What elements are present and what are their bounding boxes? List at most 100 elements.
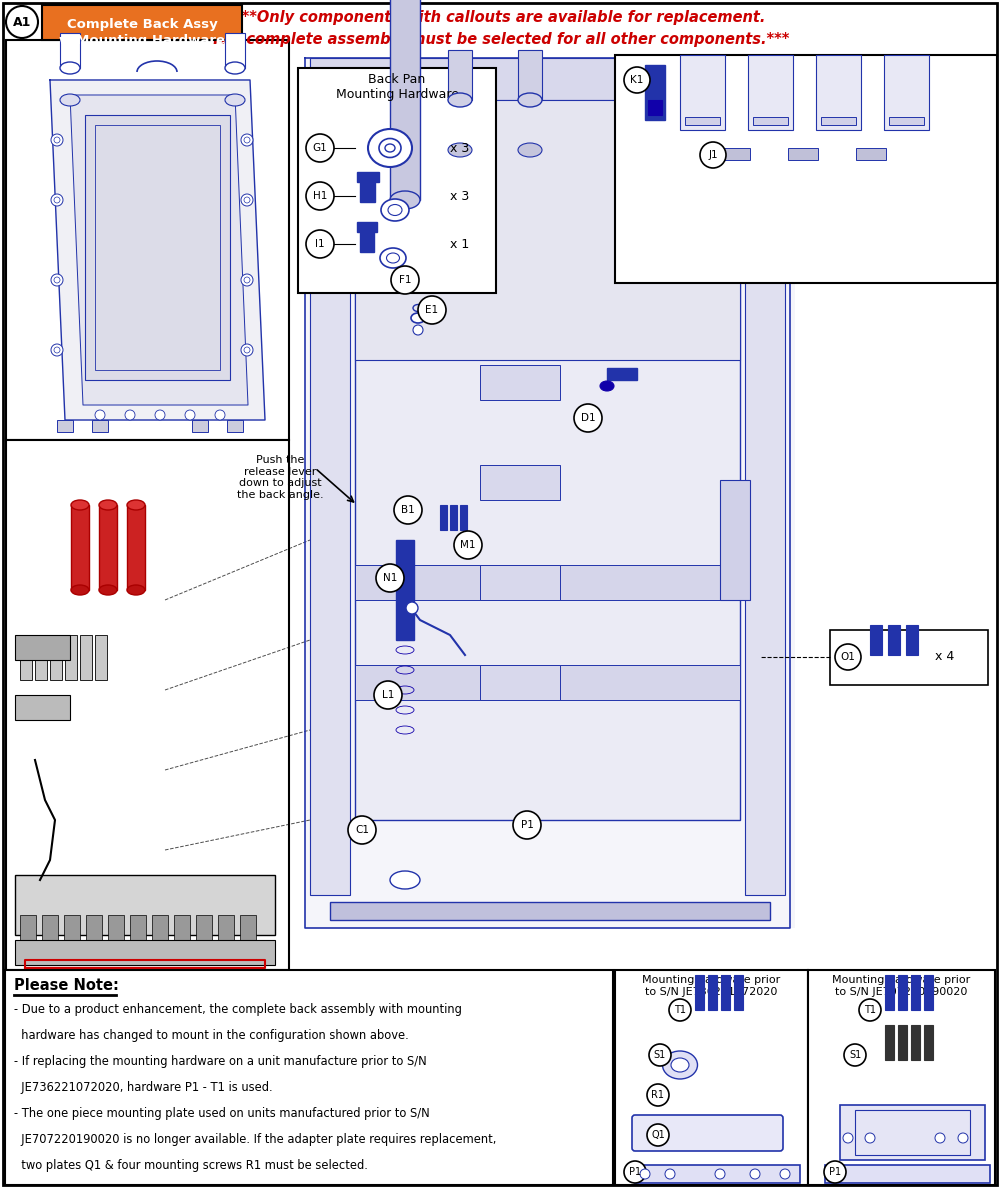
Text: Push the
release lever
down to adjust
the back angle.: Push the release lever down to adjust th… <box>237 455 323 500</box>
Bar <box>645 65 665 120</box>
Text: T1: T1 <box>674 1005 686 1015</box>
Bar <box>127 505 145 590</box>
Bar <box>885 1025 894 1060</box>
Bar <box>518 50 542 100</box>
Ellipse shape <box>225 94 245 106</box>
Text: R1: R1 <box>652 1091 664 1100</box>
Bar <box>15 940 275 965</box>
Text: ***Only components with callouts are available for replacement.: ***Only components with callouts are ava… <box>234 10 766 25</box>
Circle shape <box>406 602 418 614</box>
Bar <box>15 636 70 661</box>
Circle shape <box>700 143 726 168</box>
Bar <box>80 636 92 680</box>
Text: Mounting hardware prior
to S/N JE736221072020: Mounting hardware prior to S/N JE7362210… <box>642 975 780 997</box>
Text: D1: D1 <box>581 413 595 423</box>
Bar <box>50 636 62 680</box>
Circle shape <box>843 1133 853 1143</box>
Bar <box>825 1165 990 1183</box>
Circle shape <box>750 1169 760 1178</box>
Bar <box>898 1025 907 1060</box>
Text: E1: E1 <box>425 305 439 315</box>
Bar <box>788 148 818 160</box>
Circle shape <box>958 1133 968 1143</box>
Bar <box>480 665 560 700</box>
Text: Please Note:: Please Note: <box>14 978 119 993</box>
Text: B1: B1 <box>401 505 415 516</box>
Bar <box>360 177 375 202</box>
Circle shape <box>6 6 38 38</box>
Bar <box>924 975 933 1010</box>
Bar <box>95 636 107 680</box>
Bar <box>607 368 637 380</box>
Circle shape <box>306 230 334 258</box>
Bar <box>35 636 47 680</box>
Bar <box>821 116 856 125</box>
Text: L1: L1 <box>382 690 394 700</box>
Circle shape <box>185 410 195 421</box>
Circle shape <box>51 274 63 286</box>
Circle shape <box>241 134 253 146</box>
Circle shape <box>715 1169 725 1178</box>
Bar <box>808 969 995 1184</box>
Circle shape <box>624 1161 646 1183</box>
Ellipse shape <box>380 248 406 268</box>
Text: C1: C1 <box>355 824 369 835</box>
Bar <box>305 58 795 928</box>
Text: x 1: x 1 <box>450 238 469 251</box>
Circle shape <box>348 816 376 843</box>
Bar <box>71 505 89 590</box>
Bar <box>480 365 560 400</box>
Text: x 3: x 3 <box>450 190 469 202</box>
Text: H1: H1 <box>313 191 327 201</box>
Text: I1: I1 <box>315 239 325 249</box>
Text: P1: P1 <box>629 1167 641 1177</box>
Polygon shape <box>70 95 248 405</box>
Circle shape <box>215 410 225 421</box>
Bar <box>615 969 808 1184</box>
Bar <box>390 0 420 200</box>
Bar <box>648 100 662 115</box>
Circle shape <box>454 531 482 560</box>
Bar <box>685 116 720 125</box>
Bar <box>192 421 208 432</box>
Ellipse shape <box>99 500 117 510</box>
Circle shape <box>51 194 63 206</box>
Ellipse shape <box>71 500 89 510</box>
Bar <box>57 421 73 432</box>
Circle shape <box>647 1124 669 1146</box>
Bar <box>85 115 230 380</box>
Bar <box>6 440 289 969</box>
Bar <box>888 625 900 655</box>
Bar <box>450 505 457 530</box>
Bar <box>911 1025 920 1060</box>
Bar <box>360 230 374 252</box>
Bar <box>310 58 350 895</box>
Bar <box>240 915 256 955</box>
Ellipse shape <box>225 62 245 74</box>
Circle shape <box>513 811 541 839</box>
Ellipse shape <box>600 381 614 391</box>
Text: The complete assembly must be selected for all other components.***: The complete assembly must be selected f… <box>211 32 789 48</box>
Circle shape <box>418 296 446 324</box>
Circle shape <box>394 497 422 524</box>
Text: O1: O1 <box>841 652 855 662</box>
Text: P1: P1 <box>829 1167 841 1177</box>
Circle shape <box>640 1169 650 1178</box>
Circle shape <box>835 644 861 670</box>
FancyBboxPatch shape <box>632 1116 783 1151</box>
Bar <box>721 975 730 1010</box>
Bar <box>816 55 861 129</box>
Bar <box>330 902 770 920</box>
Bar <box>830 630 988 685</box>
Bar <box>695 975 704 1010</box>
Bar <box>86 915 102 955</box>
Bar <box>615 55 997 283</box>
Text: Mounting hardware prior
to S/N JE707220190020: Mounting hardware prior to S/N JE7072201… <box>832 975 970 997</box>
Text: Q1: Q1 <box>651 1130 665 1140</box>
Bar <box>840 1105 985 1159</box>
Text: T1: T1 <box>864 1005 876 1015</box>
Bar <box>870 625 882 655</box>
Bar <box>898 975 907 1010</box>
Circle shape <box>665 1169 675 1178</box>
Circle shape <box>125 410 135 421</box>
